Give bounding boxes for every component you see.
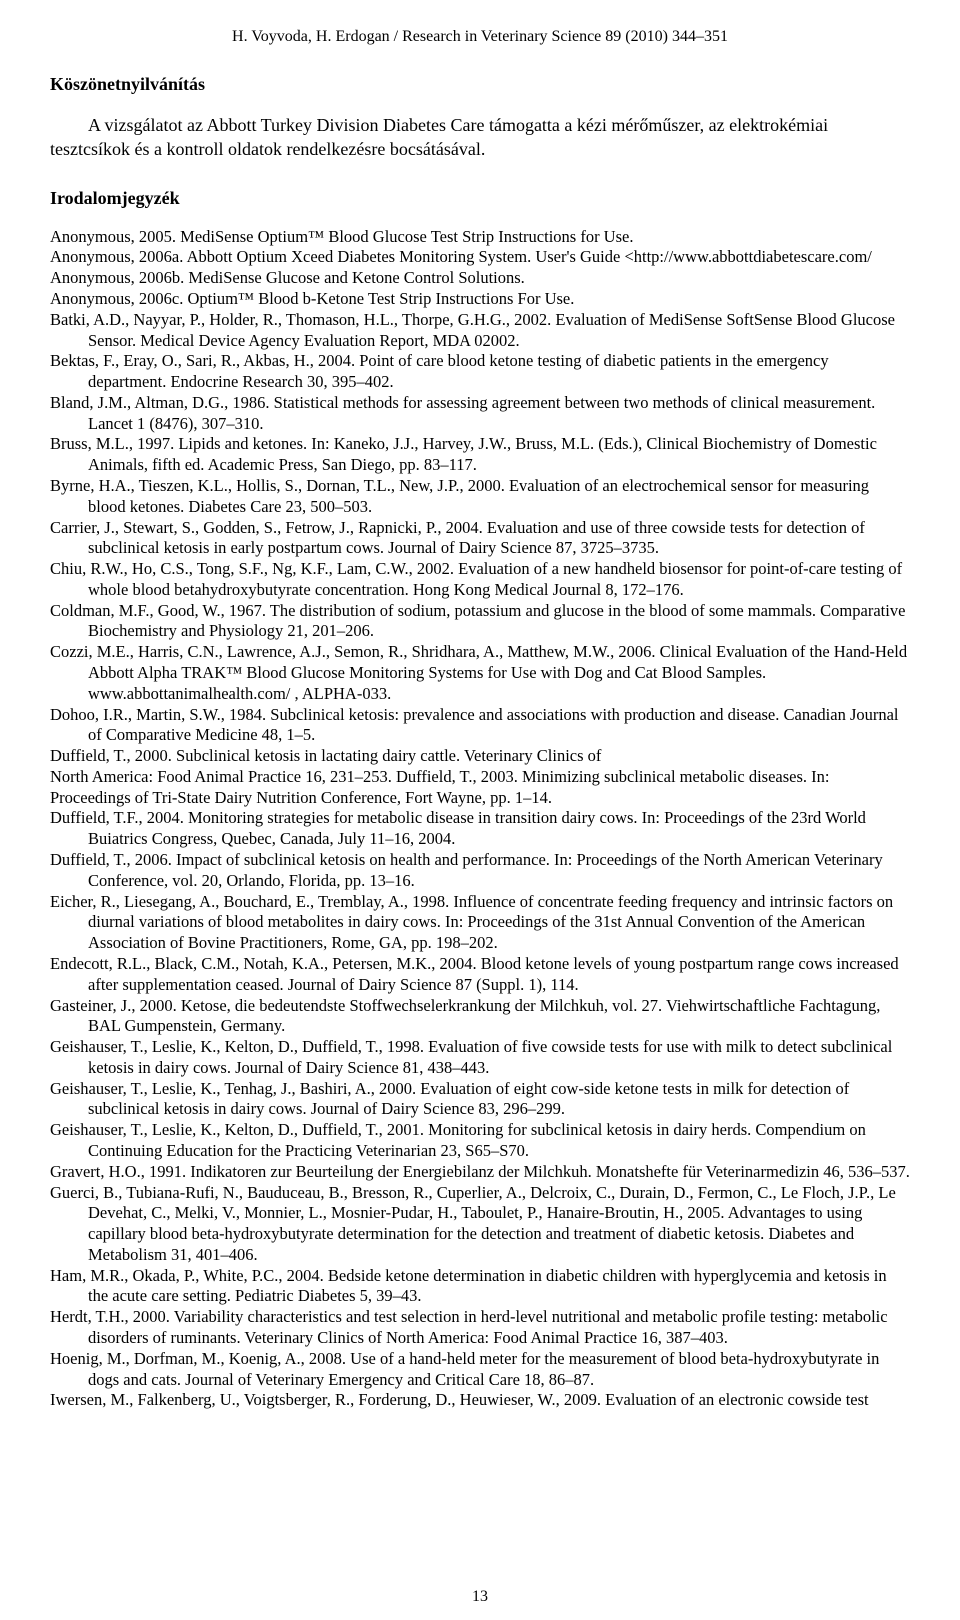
reference-entry: Herdt, T.H., 2000. Variability character… — [50, 1307, 910, 1349]
acknowledgements-text: A vizsgálatot az Abbott Turkey Division … — [50, 113, 910, 162]
reference-entry: Gasteiner, J., 2000. Ketose, die bedeute… — [50, 996, 910, 1038]
reference-entry: Anonymous, 2006c. Optium™ Blood b-Ketone… — [50, 289, 910, 310]
reference-entry: Anonymous, 2006a. Abbott Optium Xceed Di… — [50, 247, 910, 268]
reference-entry: Dohoo, I.R., Martin, S.W., 1984. Subclin… — [50, 705, 910, 747]
reference-entry: Chiu, R.W., Ho, C.S., Tong, S.F., Ng, K.… — [50, 559, 910, 601]
reference-entry: Carrier, J., Stewart, S., Godden, S., Fe… — [50, 518, 910, 560]
reference-entry: Eicher, R., Liesegang, A., Bouchard, E.,… — [50, 892, 910, 954]
reference-entry: Gravert, H.O., 1991. Indikatoren zur Beu… — [50, 1162, 910, 1183]
reference-entry: Endecott, R.L., Black, C.M., Notah, K.A.… — [50, 954, 910, 996]
reference-entry: Hoenig, M., Dorfman, M., Koenig, A., 200… — [50, 1349, 910, 1391]
running-header: H. Voyvoda, H. Erdogan / Research in Vet… — [50, 28, 910, 46]
reference-entry: Ham, M.R., Okada, P., White, P.C., 2004.… — [50, 1266, 910, 1308]
reference-entry: Bland, J.M., Altman, D.G., 1986. Statist… — [50, 393, 910, 435]
reference-entry: Bektas, F., Eray, O., Sari, R., Akbas, H… — [50, 351, 910, 393]
reference-entry: Duffield, T.F., 2004. Monitoring strateg… — [50, 808, 910, 850]
reference-entry: Byrne, H.A., Tieszen, K.L., Hollis, S., … — [50, 476, 910, 518]
reference-entry: Guerci, B., Tubiana-Rufi, N., Bauduceau,… — [50, 1183, 910, 1266]
reference-entry: Batki, A.D., Nayyar, P., Holder, R., Tho… — [50, 310, 910, 352]
reference-entry: Coldman, M.F., Good, W., 1967. The distr… — [50, 601, 910, 643]
page-number: 13 — [0, 1588, 960, 1606]
page: H. Voyvoda, H. Erdogan / Research in Vet… — [0, 0, 960, 1620]
reference-entry: Bruss, M.L., 1997. Lipids and ketones. I… — [50, 434, 910, 476]
references-list: Anonymous, 2005. MediSense Optium™ Blood… — [50, 227, 910, 1412]
reference-entry: North America: Food Animal Practice 16, … — [50, 767, 910, 809]
acknowledgements-title: Köszönetnyilvánítás — [50, 74, 910, 95]
reference-entry: Duffield, T., 2000. Subclinical ketosis … — [50, 746, 910, 767]
reference-entry: Geishauser, T., Leslie, K., Kelton, D., … — [50, 1037, 910, 1079]
reference-entry: Geishauser, T., Leslie, K., Kelton, D., … — [50, 1120, 910, 1162]
reference-entry: Duffield, T., 2006. Impact of subclinica… — [50, 850, 910, 892]
reference-entry: Anonymous, 2005. MediSense Optium™ Blood… — [50, 227, 910, 248]
reference-entry: Iwersen, M., Falkenberg, U., Voigtsberge… — [50, 1390, 910, 1411]
reference-entry: Anonymous, 2006b. MediSense Glucose and … — [50, 268, 910, 289]
reference-entry: Cozzi, M.E., Harris, C.N., Lawrence, A.J… — [50, 642, 910, 704]
references-title: Irodalomjegyzék — [50, 188, 910, 209]
reference-entry: Geishauser, T., Leslie, K., Tenhag, J., … — [50, 1079, 910, 1121]
